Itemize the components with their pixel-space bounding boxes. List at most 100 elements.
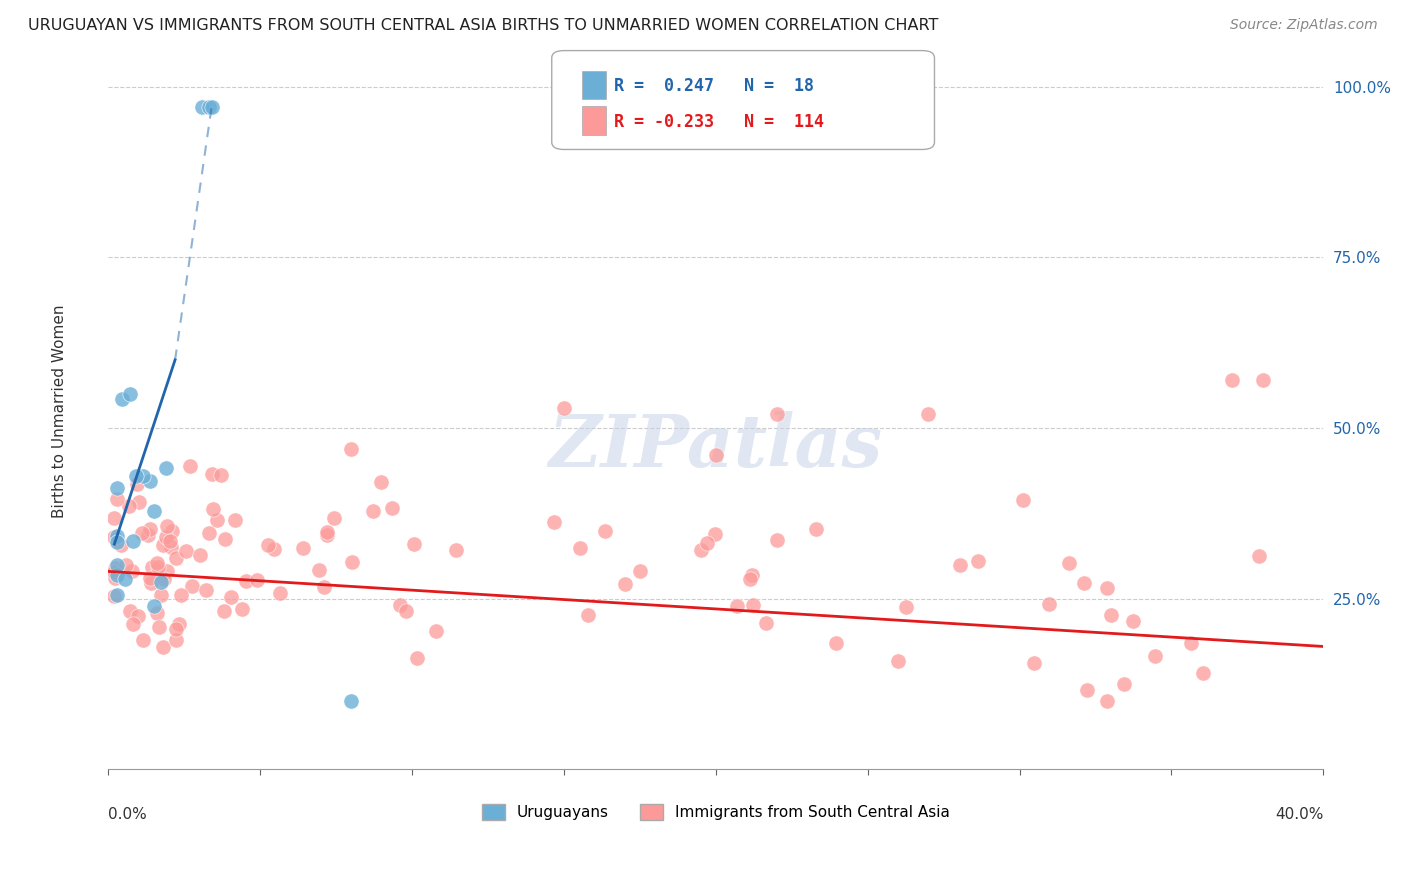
Immigrants from South Central Asia bbox=[263, 542, 285, 557]
FancyBboxPatch shape bbox=[551, 51, 935, 150]
Uruguayans bbox=[111, 392, 134, 406]
Immigrants from South Central Asia bbox=[212, 603, 235, 617]
Immigrants from South Central Asia bbox=[121, 616, 143, 631]
Immigrants from South Central Asia bbox=[104, 572, 127, 586]
Immigrants from South Central Asia bbox=[214, 532, 236, 546]
Immigrants from South Central Asia bbox=[188, 548, 211, 562]
Immigrants from South Central Asia bbox=[221, 590, 243, 604]
Immigrants from South Central Asia bbox=[315, 524, 337, 539]
Immigrants from South Central Asia bbox=[896, 600, 918, 615]
Text: Source: ZipAtlas.com: Source: ZipAtlas.com bbox=[1230, 18, 1378, 32]
Uruguayans bbox=[139, 474, 162, 488]
Immigrants from South Central Asia bbox=[136, 528, 159, 542]
Immigrants from South Central Asia bbox=[949, 558, 972, 572]
Immigrants from South Central Asia bbox=[765, 533, 787, 547]
Immigrants from South Central Asia bbox=[1076, 683, 1098, 698]
Uruguayans bbox=[149, 574, 172, 589]
Uruguayans bbox=[105, 529, 128, 543]
Bar bbox=[582, 70, 606, 99]
Immigrants from South Central Asia bbox=[148, 560, 170, 574]
Immigrants from South Central Asia bbox=[738, 572, 761, 586]
Immigrants from South Central Asia bbox=[174, 543, 197, 558]
Immigrants from South Central Asia bbox=[103, 530, 125, 544]
Text: Births to Unmarried Women: Births to Unmarried Women bbox=[52, 304, 67, 517]
Immigrants from South Central Asia bbox=[292, 541, 315, 555]
Immigrants from South Central Asia bbox=[1122, 614, 1144, 628]
Immigrants from South Central Asia bbox=[314, 580, 336, 594]
Immigrants from South Central Asia bbox=[1024, 656, 1046, 670]
Immigrants from South Central Asia bbox=[395, 604, 418, 618]
Immigrants from South Central Asia bbox=[1057, 556, 1080, 570]
Immigrants from South Central Asia bbox=[887, 654, 910, 668]
Immigrants from South Central Asia bbox=[152, 538, 174, 552]
Immigrants from South Central Asia bbox=[198, 525, 221, 540]
Immigrants from South Central Asia bbox=[1114, 677, 1136, 691]
Immigrants from South Central Asia bbox=[160, 524, 183, 538]
Immigrants from South Central Asia bbox=[209, 467, 232, 482]
Immigrants from South Central Asia bbox=[139, 571, 162, 585]
Immigrants from South Central Asia bbox=[160, 540, 183, 554]
Immigrants from South Central Asia bbox=[966, 554, 988, 568]
Immigrants from South Central Asia bbox=[444, 543, 467, 558]
Immigrants from South Central Asia bbox=[388, 598, 411, 612]
Immigrants from South Central Asia bbox=[105, 492, 128, 507]
Uruguayans bbox=[105, 558, 128, 572]
Immigrants from South Central Asia bbox=[231, 602, 253, 616]
Text: ZIPatlas: ZIPatlas bbox=[548, 411, 883, 483]
Point bbox=[1251, 373, 1274, 387]
Immigrants from South Central Asia bbox=[146, 556, 169, 570]
Immigrants from South Central Asia bbox=[1192, 665, 1215, 680]
Immigrants from South Central Asia bbox=[1143, 649, 1166, 664]
Uruguayans bbox=[105, 587, 128, 601]
Immigrants from South Central Asia bbox=[165, 633, 187, 648]
Immigrants from South Central Asia bbox=[402, 537, 425, 551]
Uruguayans bbox=[105, 568, 128, 582]
Immigrants from South Central Asia bbox=[131, 526, 153, 541]
Point bbox=[124, 468, 146, 483]
Text: URUGUAYAN VS IMMIGRANTS FROM SOUTH CENTRAL ASIA BIRTHS TO UNMARRIED WOMEN CORREL: URUGUAYAN VS IMMIGRANTS FROM SOUTH CENTR… bbox=[28, 18, 938, 33]
Point bbox=[191, 100, 214, 114]
Uruguayans bbox=[105, 535, 128, 549]
Immigrants from South Central Asia bbox=[256, 538, 278, 552]
Immigrants from South Central Asia bbox=[322, 510, 344, 524]
Point bbox=[200, 100, 222, 114]
Immigrants from South Central Asia bbox=[1180, 635, 1202, 649]
Immigrants from South Central Asia bbox=[361, 504, 384, 518]
Uruguayans bbox=[121, 533, 143, 548]
Point bbox=[917, 408, 939, 422]
Immigrants from South Central Asia bbox=[139, 575, 162, 590]
Point bbox=[553, 401, 575, 415]
Text: R = -0.233   N =  114: R = -0.233 N = 114 bbox=[613, 112, 824, 130]
Immigrants from South Central Asia bbox=[543, 515, 565, 529]
Immigrants from South Central Asia bbox=[308, 563, 330, 577]
Immigrants from South Central Asia bbox=[104, 560, 127, 574]
Immigrants from South Central Asia bbox=[165, 622, 187, 636]
Text: 40.0%: 40.0% bbox=[1275, 807, 1323, 822]
Immigrants from South Central Asia bbox=[224, 513, 246, 527]
Immigrants from South Central Asia bbox=[824, 636, 846, 650]
Legend: Uruguayans, Immigrants from South Central Asia: Uruguayans, Immigrants from South Centra… bbox=[475, 798, 956, 826]
Immigrants from South Central Asia bbox=[180, 579, 202, 593]
Immigrants from South Central Asia bbox=[1011, 492, 1033, 507]
Immigrants from South Central Asia bbox=[235, 574, 257, 588]
Immigrants from South Central Asia bbox=[593, 524, 616, 538]
Immigrants from South Central Asia bbox=[340, 556, 363, 570]
Immigrants from South Central Asia bbox=[425, 624, 447, 639]
Immigrants from South Central Asia bbox=[741, 599, 763, 613]
Uruguayans bbox=[155, 461, 177, 475]
Immigrants from South Central Asia bbox=[405, 651, 427, 665]
Immigrants from South Central Asia bbox=[316, 528, 339, 542]
Immigrants from South Central Asia bbox=[155, 519, 177, 533]
Uruguayans bbox=[143, 503, 166, 517]
Immigrants from South Central Asia bbox=[1073, 576, 1095, 591]
Immigrants from South Central Asia bbox=[125, 477, 148, 491]
Immigrants from South Central Asia bbox=[141, 560, 163, 574]
Immigrants from South Central Asia bbox=[148, 620, 170, 634]
Immigrants from South Central Asia bbox=[201, 467, 224, 482]
Immigrants from South Central Asia bbox=[179, 459, 201, 474]
Immigrants from South Central Asia bbox=[156, 564, 179, 578]
Point bbox=[142, 599, 165, 613]
Immigrants from South Central Asia bbox=[167, 616, 190, 631]
Immigrants from South Central Asia bbox=[149, 588, 172, 602]
Uruguayans bbox=[114, 573, 136, 587]
